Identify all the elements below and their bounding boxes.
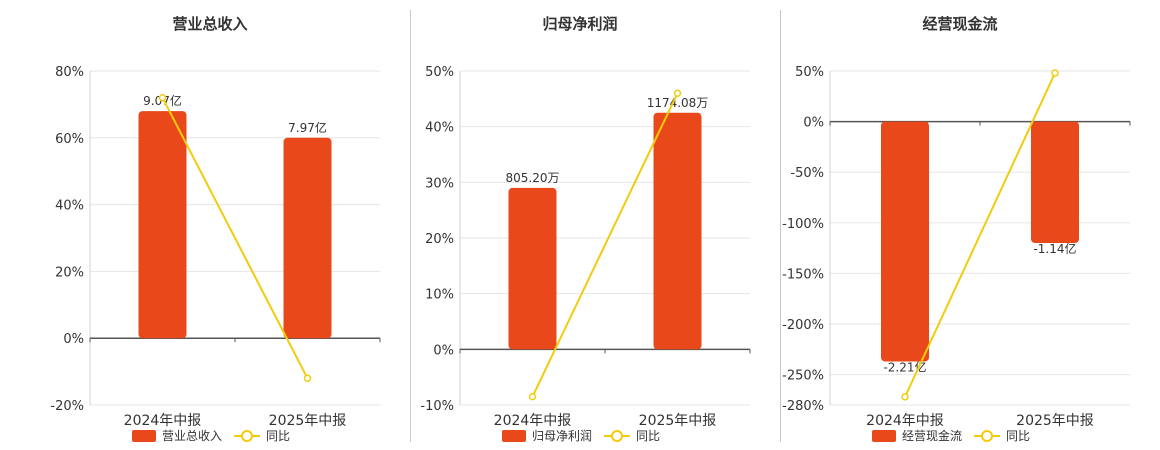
legend-swatch-bar bbox=[132, 430, 156, 442]
bar-data-label: 1174.08万 bbox=[647, 96, 709, 110]
bar-data-label: -1.14亿 bbox=[1033, 241, 1076, 256]
x-tick-label: 2025年中报 bbox=[269, 413, 347, 429]
y-tick-label: 0% bbox=[803, 116, 824, 131]
x-tick-label: 2025年中报 bbox=[1016, 413, 1094, 429]
x-tick-label: 2024年中报 bbox=[866, 413, 944, 429]
yoy-point bbox=[1051, 69, 1059, 77]
bar-data-label: -2.21亿 bbox=[883, 359, 926, 374]
legend-label-bar: 经营现金流 bbox=[902, 428, 962, 443]
chart-title: 营业总收入 bbox=[172, 15, 247, 33]
y-tick-label: 40% bbox=[55, 199, 84, 214]
bar-data-label: 805.20万 bbox=[506, 171, 560, 185]
legend-line-marker bbox=[981, 430, 993, 442]
legend-swatch-bar bbox=[872, 430, 896, 442]
legend-label-bar: 归母净利润 bbox=[532, 429, 592, 443]
legend-swatch-bar bbox=[502, 430, 526, 442]
chart-title: 经营现金流 bbox=[922, 15, 997, 33]
yoy-point bbox=[303, 374, 312, 383]
legend-label-line: 同比 bbox=[266, 429, 290, 443]
legend-label-line: 同比 bbox=[636, 429, 660, 443]
bar bbox=[653, 112, 702, 350]
yoy-point bbox=[528, 392, 537, 401]
legend-line-marker bbox=[241, 430, 253, 442]
chart-title: 归母净利润 bbox=[542, 15, 617, 33]
y-tick-label: 0% bbox=[63, 332, 84, 347]
yoy-line bbox=[531, 92, 679, 398]
yoy-line bbox=[161, 97, 309, 379]
legend-line-marker bbox=[611, 430, 623, 442]
y-tick-label: 20% bbox=[425, 232, 454, 247]
y-tick-label: 40% bbox=[425, 121, 454, 136]
bar-data-label: 7.97亿 bbox=[288, 120, 327, 135]
yoy-point bbox=[901, 393, 909, 401]
bar bbox=[138, 111, 187, 339]
yoy-line bbox=[904, 72, 1056, 398]
legend-label-line: 同比 bbox=[1006, 429, 1030, 443]
bar bbox=[1031, 121, 1079, 244]
bar bbox=[508, 187, 557, 350]
panel-divider bbox=[780, 10, 781, 442]
y-tick-label: -100% bbox=[782, 217, 824, 232]
y-tick-label: 10% bbox=[425, 288, 454, 303]
y-tick-label: 80% bbox=[55, 65, 84, 80]
y-tick-label: 60% bbox=[55, 132, 84, 147]
y-tick-label: 0% bbox=[433, 343, 454, 358]
y-tick-label: -280% bbox=[782, 399, 824, 414]
y-tick-label: -20% bbox=[50, 399, 84, 414]
legend-label-bar: 营业总收入 bbox=[162, 429, 222, 443]
x-tick-label: 2025年中报 bbox=[639, 413, 717, 429]
y-tick-label: -250% bbox=[782, 369, 824, 384]
bar bbox=[283, 137, 332, 339]
yoy-point bbox=[673, 89, 682, 98]
y-tick-label: 30% bbox=[425, 176, 454, 191]
x-tick-label: 2024年中报 bbox=[124, 413, 202, 429]
y-tick-label: -200% bbox=[782, 318, 824, 333]
bar bbox=[881, 121, 929, 362]
y-tick-label: -150% bbox=[782, 267, 824, 282]
x-tick-label: 2024年中报 bbox=[494, 413, 572, 429]
y-tick-label: 20% bbox=[55, 265, 84, 280]
yoy-point bbox=[158, 93, 167, 102]
y-tick-label: 50% bbox=[425, 65, 454, 80]
y-tick-label: -50% bbox=[790, 166, 824, 181]
y-tick-label: 50% bbox=[795, 65, 824, 80]
y-tick-label: -10% bbox=[420, 399, 454, 414]
panel-divider bbox=[410, 10, 411, 442]
